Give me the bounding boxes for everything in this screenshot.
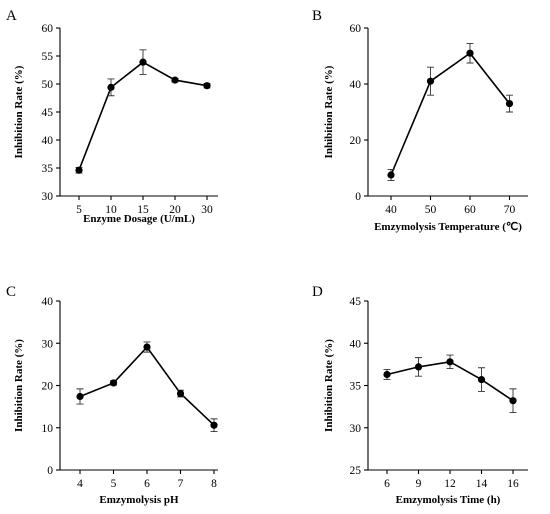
- data-point: [143, 343, 151, 351]
- x-axis-label: Emzymolysis Temperature (℃): [374, 221, 522, 233]
- data-point: [414, 363, 423, 371]
- x-axis-label: Enzyme Dosage (U/mL): [83, 213, 195, 225]
- x-tick-label: 60: [464, 204, 476, 216]
- x-tick-label: 4: [77, 478, 83, 490]
- data-point: [446, 358, 454, 366]
- x-tick-label: 7: [178, 478, 184, 490]
- panel-letter: D: [312, 284, 323, 300]
- data-point: [107, 83, 115, 91]
- series-line: [79, 345, 215, 426]
- data-point: [176, 389, 185, 398]
- panel-letter: B: [312, 8, 322, 24]
- y-tick-label: 10: [42, 423, 54, 435]
- panel-letter: A: [6, 8, 17, 24]
- y-tick-label: 45: [42, 107, 54, 119]
- data-point: [75, 166, 83, 174]
- data-point: [109, 379, 118, 387]
- y-tick-label: 60: [350, 23, 362, 35]
- y-tick-label: 50: [42, 79, 54, 91]
- x-tick-label: 20: [169, 204, 181, 216]
- panel-letter: C: [6, 284, 16, 300]
- data-point: [210, 421, 218, 429]
- data-point: [466, 49, 474, 57]
- x-axis-label: Emzymolysis Time (h): [396, 494, 501, 506]
- y-axis-label: Inhibition Rate (%): [13, 339, 25, 432]
- data-point: [387, 171, 395, 179]
- x-tick-label: 10: [105, 204, 117, 216]
- y-tick-label: 30: [42, 338, 54, 350]
- x-tick-label: 30: [201, 204, 213, 216]
- data-point: [383, 370, 391, 379]
- y-tick-label: 40: [350, 338, 362, 350]
- series-line: [78, 61, 208, 171]
- x-tick-label: 5: [111, 478, 117, 490]
- y-tick-label: 45: [350, 296, 362, 308]
- x-tick-label: 5: [76, 204, 82, 216]
- x-tick-label: 40: [385, 204, 397, 216]
- y-tick-label: 40: [42, 135, 54, 147]
- y-axis-label: Inhibition Rate (%): [13, 65, 25, 158]
- y-tick-label: 35: [350, 381, 362, 393]
- data-point: [171, 76, 179, 84]
- x-tick-label: 12: [444, 478, 456, 490]
- x-tick-label: 6: [144, 478, 150, 490]
- chart-panel-c: C 0 10 20 30 40 4 5 6 7 8 Emzymolysis pH Inhibition …: [6, 284, 218, 506]
- chart-panel-d: D 25 30 35 40 45 6 9 12 14 16 Emzymolysis Time (h) I…: [312, 284, 528, 506]
- data-point: [426, 77, 435, 85]
- y-tick-label: 25: [350, 465, 362, 477]
- chart-panel-b: B 0 20 40 60 40 50 60 70 Emzymolysis Temperature …: [312, 8, 528, 233]
- x-tick-label: 9: [416, 478, 422, 490]
- x-tick-label: 70: [504, 204, 516, 216]
- y-tick-label: 20: [350, 135, 362, 147]
- y-tick-label: 60: [42, 23, 54, 35]
- x-tick-label: 50: [425, 204, 437, 216]
- y-tick-label: 55: [42, 51, 54, 63]
- x-axis-label: Emzymolysis pH: [99, 494, 179, 506]
- x-tick-label: 15: [137, 204, 149, 216]
- y-axis-label: Inhibition Rate (%): [323, 65, 335, 158]
- y-tick-label: 40: [42, 296, 54, 308]
- x-tick-label: 14: [476, 478, 488, 490]
- y-tick-label: 40: [350, 79, 362, 91]
- data-point: [203, 82, 211, 90]
- chart-panel-a: A 30 35 40 45 50 55 60 5 10 15 20 30 Enzyme Dosage (U…: [6, 8, 218, 225]
- y-tick-label: 35: [42, 163, 54, 175]
- y-tick-label: 20: [42, 381, 54, 393]
- data-point: [477, 375, 486, 384]
- x-tick-label: 16: [507, 478, 519, 490]
- y-tick-label: 30: [42, 191, 54, 203]
- x-tick-label: 8: [211, 478, 217, 490]
- y-axis-label: Inhibition Rate (%): [323, 339, 335, 432]
- y-tick-label: 30: [350, 423, 362, 435]
- y-tick-label: 0: [355, 191, 361, 203]
- y-tick-label: 0: [47, 465, 53, 477]
- data-point: [76, 392, 84, 401]
- series-line: [390, 52, 511, 176]
- data-point: [139, 58, 147, 66]
- x-tick-label: 6: [384, 478, 390, 490]
- data-point: [509, 397, 517, 405]
- data-point: [505, 100, 514, 108]
